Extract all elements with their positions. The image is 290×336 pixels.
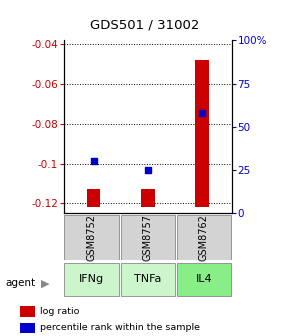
- Point: [146, 167, 150, 173]
- Point: [91, 159, 96, 164]
- Text: percentile rank within the sample: percentile rank within the sample: [40, 323, 200, 332]
- Bar: [121, 215, 175, 260]
- Text: GSM8757: GSM8757: [143, 214, 153, 261]
- Bar: [20, 323, 35, 333]
- Text: GSM8752: GSM8752: [87, 214, 97, 261]
- Text: IL4: IL4: [196, 274, 212, 284]
- Text: GSM8762: GSM8762: [199, 214, 209, 261]
- Text: GDS501 / 31002: GDS501 / 31002: [90, 18, 200, 32]
- Bar: [177, 262, 231, 296]
- Text: agent: agent: [6, 278, 36, 288]
- Bar: [177, 215, 231, 260]
- Bar: [64, 215, 119, 260]
- Bar: [20, 306, 35, 317]
- Bar: [121, 262, 175, 296]
- Bar: [141, 190, 155, 207]
- Text: IFNg: IFNg: [79, 274, 104, 284]
- Text: log ratio: log ratio: [40, 307, 79, 316]
- Text: ▶: ▶: [41, 278, 49, 288]
- Text: TNFa: TNFa: [134, 274, 162, 284]
- Bar: [87, 190, 100, 207]
- Bar: [195, 60, 209, 207]
- Bar: [64, 262, 119, 296]
- Point: [200, 110, 204, 116]
